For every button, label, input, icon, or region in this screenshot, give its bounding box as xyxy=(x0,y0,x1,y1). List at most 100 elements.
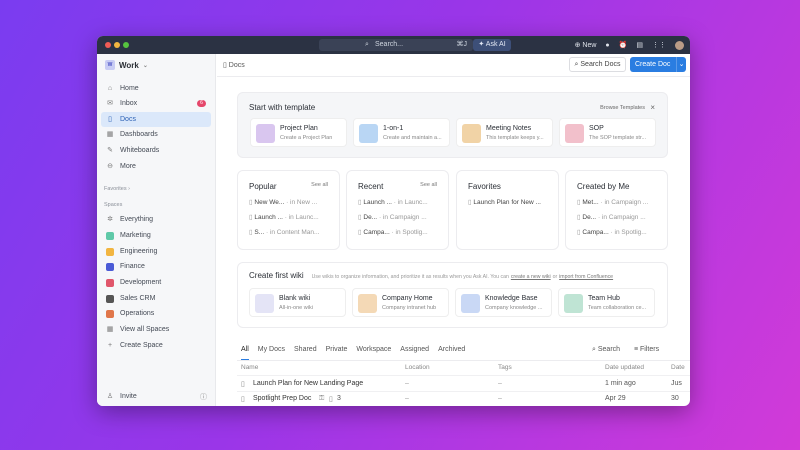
table-search-button[interactable]: ⌕ Search xyxy=(592,346,620,354)
close-icon[interactable]: × xyxy=(650,103,655,112)
wiki-card-title: Knowledge Base xyxy=(485,295,538,302)
space-label: View all Spaces xyxy=(120,326,170,333)
doc-date: 30 xyxy=(671,395,679,402)
sidebar-item-more[interactable]: ⊖ More xyxy=(101,159,211,174)
sidebar-item-dashboards[interactable]: ▦ Dashboards xyxy=(101,127,211,142)
inbox-icon: ✉ xyxy=(107,99,113,107)
tab-my-docs[interactable]: My Docs xyxy=(257,346,286,353)
wiki-card[interactable]: Blank wiki All-in-one wiki xyxy=(249,288,346,317)
see-all-link[interactable]: See all xyxy=(311,182,328,188)
template-title: 1-on-1 xyxy=(383,125,404,132)
space-development[interactable]: Development xyxy=(101,275,211,290)
list-item[interactable]: ▯ Campa... · in Spotlig... xyxy=(577,228,647,236)
tab-archived[interactable]: Archived xyxy=(438,346,466,353)
header-divider xyxy=(217,76,690,77)
space-everything[interactable]: ✲ Everything xyxy=(101,212,211,227)
sidebar-item-docs[interactable]: ▯ Docs xyxy=(101,112,211,127)
space-label: Engineering xyxy=(120,248,158,255)
table-row[interactable]: ▯ Launch Plan for New Landing Page – – 1… xyxy=(237,375,690,391)
sidebar-item-home[interactable]: ⌂ Home xyxy=(101,81,211,96)
template-card[interactable]: Project Plan Create a Project Plan xyxy=(250,118,347,147)
invite-button[interactable]: ♙ Invite xyxy=(101,389,211,404)
wiki-desc: Use wikis to organize information, and p… xyxy=(311,274,509,280)
column-date-updated[interactable]: Date updated xyxy=(605,364,645,371)
alarm-icon[interactable]: ⏰ xyxy=(618,42,628,49)
templates-title: Start with template xyxy=(249,103,316,112)
space-marketing[interactable]: Marketing xyxy=(101,228,211,243)
list-item[interactable]: ▯ Launch ... · in Launc... xyxy=(249,213,319,221)
maximize-window-button[interactable] xyxy=(123,42,129,48)
space-engineering[interactable]: Engineering xyxy=(101,244,211,259)
browse-templates-link[interactable]: Browse Templates xyxy=(600,105,645,111)
workspace-switcher[interactable]: W Work ⌄ xyxy=(105,60,148,70)
avatar[interactable] xyxy=(675,40,684,50)
view-all-spaces[interactable]: ▦ View all Spaces xyxy=(101,322,211,337)
create-space[interactable]: + Create Space xyxy=(101,338,211,353)
help-icon[interactable]: ⓘ xyxy=(200,394,207,401)
create-wiki-link[interactable]: create a new wiki xyxy=(510,274,551,280)
create-doc-button[interactable]: Create Doc ⌄ xyxy=(630,57,686,72)
list-item[interactable]: ▯ De... · in Campaign ... xyxy=(358,213,427,221)
new-button[interactable]: ⊕ New xyxy=(575,41,597,49)
space-sales-crm[interactable]: Sales CRM xyxy=(101,291,211,306)
list-item[interactable]: ▯ Met... · in Campaign ... xyxy=(577,198,648,206)
list-card-favorites: Favorites ▯ Launch Plan for New ... xyxy=(456,170,559,250)
space-operations[interactable]: Operations xyxy=(101,306,211,321)
docs-icon: ▯ xyxy=(108,115,112,123)
import-confluence-link[interactable]: import from Confluence xyxy=(559,274,614,280)
minimize-window-button[interactable] xyxy=(114,42,120,48)
wiki-card-desc: Company knowledge ... xyxy=(485,305,543,311)
apps-grid-icon[interactable]: ⋮⋮ xyxy=(652,42,666,49)
doc-icon: ▯ xyxy=(358,229,364,236)
close-window-button[interactable] xyxy=(105,42,111,48)
list-item[interactable]: ▯ Launch ... · in Launc... xyxy=(358,198,428,206)
list-item[interactable]: ▯ New We... · in New ... xyxy=(249,198,317,206)
global-search[interactable]: ⌕ Search... ⌘J xyxy=(319,39,473,51)
see-all-link[interactable]: See all xyxy=(420,182,437,188)
list-item[interactable]: ▯ S... · in Content Man... xyxy=(249,228,319,236)
document-icon[interactable]: ▤ xyxy=(636,42,643,49)
doc-icon: ▯ xyxy=(577,214,583,221)
filters-button[interactable]: ≡ Filters xyxy=(634,346,659,353)
tab-all[interactable]: All xyxy=(241,346,249,360)
table-row[interactable]: ▯ Spotlight Prep Doc ⚿ ▯ 3 – – Apr 29 30 xyxy=(237,391,690,406)
more-icon: ⊖ xyxy=(107,162,113,170)
column-tags[interactable]: Tags xyxy=(498,364,512,371)
column-name[interactable]: Name xyxy=(241,364,259,371)
list-item[interactable]: ▯ Launch Plan for New ... xyxy=(468,198,541,206)
template-thumbnail xyxy=(462,124,481,143)
search-icon: ⌕ xyxy=(365,41,369,48)
template-card[interactable]: SOP The SOP template str... xyxy=(559,118,656,147)
tab-shared[interactable]: Shared xyxy=(294,346,317,353)
column-location[interactable]: Location xyxy=(405,364,430,371)
sidebar-item-whiteboards[interactable]: ✎ Whiteboards xyxy=(101,143,211,158)
list-item[interactable]: ▯ De... · in Campaign ... xyxy=(577,213,646,221)
column-date[interactable]: Date xyxy=(671,364,685,371)
favorites-section[interactable]: Favorites › xyxy=(104,186,130,192)
search-docs-button[interactable]: ⌕ Search Docs xyxy=(569,57,626,72)
list-card-recent: Recent See all ▯ Launch ... · in Launc... ▯… xyxy=(346,170,449,250)
space-finance[interactable]: Finance xyxy=(101,259,211,274)
wiki-card[interactable]: Team Hub Team collaboration ce... xyxy=(558,288,655,317)
template-card[interactable]: Meeting Notes This template keeps y... xyxy=(456,118,553,147)
space-label: Operations xyxy=(120,310,155,317)
chevron-down-icon[interactable]: ⌄ xyxy=(676,57,686,72)
wiki-card[interactable]: Knowledge Base Company knowledge ... xyxy=(455,288,552,317)
wiki-thumbnail xyxy=(461,294,480,313)
template-card[interactable]: 1-on-1 Create and maintain a... xyxy=(353,118,450,147)
breadcrumb[interactable]: ▯ Docs xyxy=(223,61,245,69)
tab-workspace[interactable]: Workspace xyxy=(356,346,392,353)
wiki-thumbnail xyxy=(255,294,274,313)
check-circle-icon[interactable]: ● xyxy=(605,41,610,49)
doc-icon: ▯ xyxy=(249,199,255,206)
template-thumbnail xyxy=(565,124,584,143)
ask-ai-button[interactable]: ✦ Ask AI xyxy=(473,39,511,51)
tab-private[interactable]: Private xyxy=(325,346,348,353)
sidebar-item-inbox[interactable]: ✉ Inbox 6 xyxy=(101,96,211,111)
sidebar: W Work ⌄ ⌂ Home ✉ Inbox 6 ▯ Docs ▦ Dashboards ✎… xyxy=(97,54,216,406)
lock-icon: ⚿ xyxy=(319,395,325,402)
search-icon: ⌕ xyxy=(574,61,581,68)
list-item[interactable]: ▯ Campa... · in Spotlig... xyxy=(358,228,428,236)
tab-assigned[interactable]: Assigned xyxy=(400,346,430,353)
wiki-card[interactable]: Company Home Company intranet hub xyxy=(352,288,449,317)
